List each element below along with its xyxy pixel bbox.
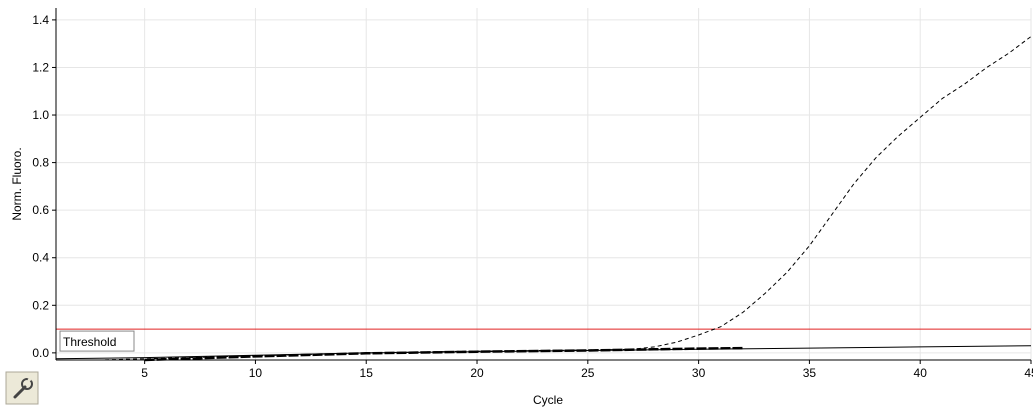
y-axis-title: Norm. Fluoro. [10, 147, 24, 220]
y-tick-label: 1.0 [32, 108, 49, 122]
y-axis-ticks: 0.0 0.2 0.4 0.6 0.8 1.0 1.2 1.4 [32, 13, 56, 360]
x-tick-label: 40 [914, 366, 928, 380]
grid-lines [56, 8, 1032, 360]
x-tick-label: 45 [1024, 366, 1033, 380]
x-tick-label: 25 [581, 366, 595, 380]
threshold-label-box [59, 330, 135, 352]
series-lines [55, 36, 1032, 362]
y-tick-label: 0.0 [32, 346, 49, 360]
x-tick-label: 30 [692, 366, 706, 380]
x-axis-ticks: 5 10 15 20 25 30 35 40 45 [141, 360, 1033, 380]
threshold-label: Threshold [63, 335, 116, 349]
threshold-group: Threshold [56, 328, 1031, 352]
y-tick-label: 0.2 [32, 298, 49, 312]
x-tick-label: 5 [141, 366, 148, 380]
x-tick-label: 10 [249, 366, 263, 380]
series-line-1[interactable] [56, 36, 1032, 361]
plot-area [56, 8, 1031, 360]
y-tick-label: 0.8 [32, 156, 49, 170]
x-tick-label: 15 [360, 366, 374, 380]
y-tick-label: 1.4 [32, 13, 49, 27]
x-tick-label: 35 [803, 366, 817, 380]
y-tick-label: 0.6 [32, 203, 49, 217]
wrench-button[interactable] [5, 371, 39, 405]
y-tick-label: 1.2 [32, 60, 49, 74]
y-tick-label: 0.4 [32, 251, 49, 265]
series-line-3[interactable] [144, 346, 743, 362]
x-axis-title: Cycle [533, 393, 563, 407]
x-tick-label: 20 [470, 366, 484, 380]
wrench-icon [13, 377, 33, 399]
